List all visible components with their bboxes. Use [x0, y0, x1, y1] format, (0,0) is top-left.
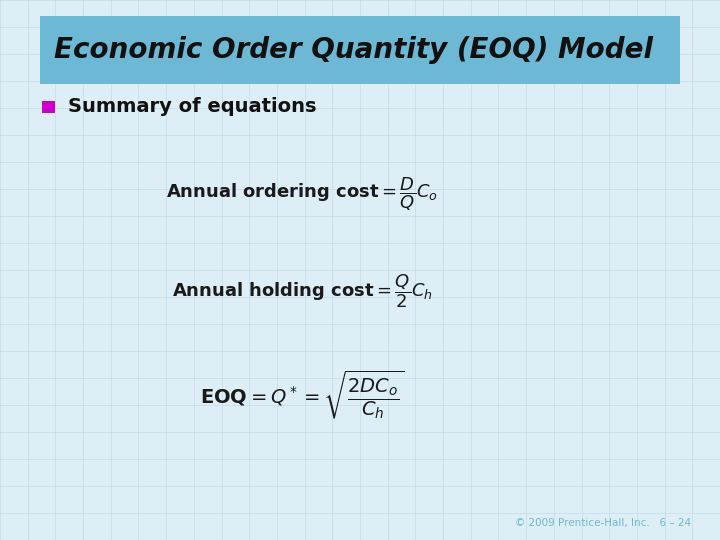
Text: $\mathbf{Annual\ holding\ cost} = \dfrac{Q}{2} C_h$: $\mathbf{Annual\ holding\ cost} = \dfrac… [172, 273, 433, 310]
Text: $\mathbf{EOQ} = Q^* = \sqrt{\dfrac{2DC_o}{C_h}}$: $\mathbf{EOQ} = Q^* = \sqrt{\dfrac{2DC_o… [200, 368, 405, 421]
Text: © 2009 Prentice-Hall, Inc.   6 – 24: © 2009 Prentice-Hall, Inc. 6 – 24 [515, 518, 691, 528]
Text: Summary of equations: Summary of equations [68, 97, 316, 117]
FancyBboxPatch shape [40, 16, 680, 84]
Text: Economic Order Quantity (EOQ) Model: Economic Order Quantity (EOQ) Model [54, 36, 653, 64]
Text: $\mathbf{Annual\ ordering\ cost} = \dfrac{D}{Q} C_o$: $\mathbf{Annual\ ordering\ cost} = \dfra… [166, 176, 438, 213]
Bar [42, 101, 55, 113]
